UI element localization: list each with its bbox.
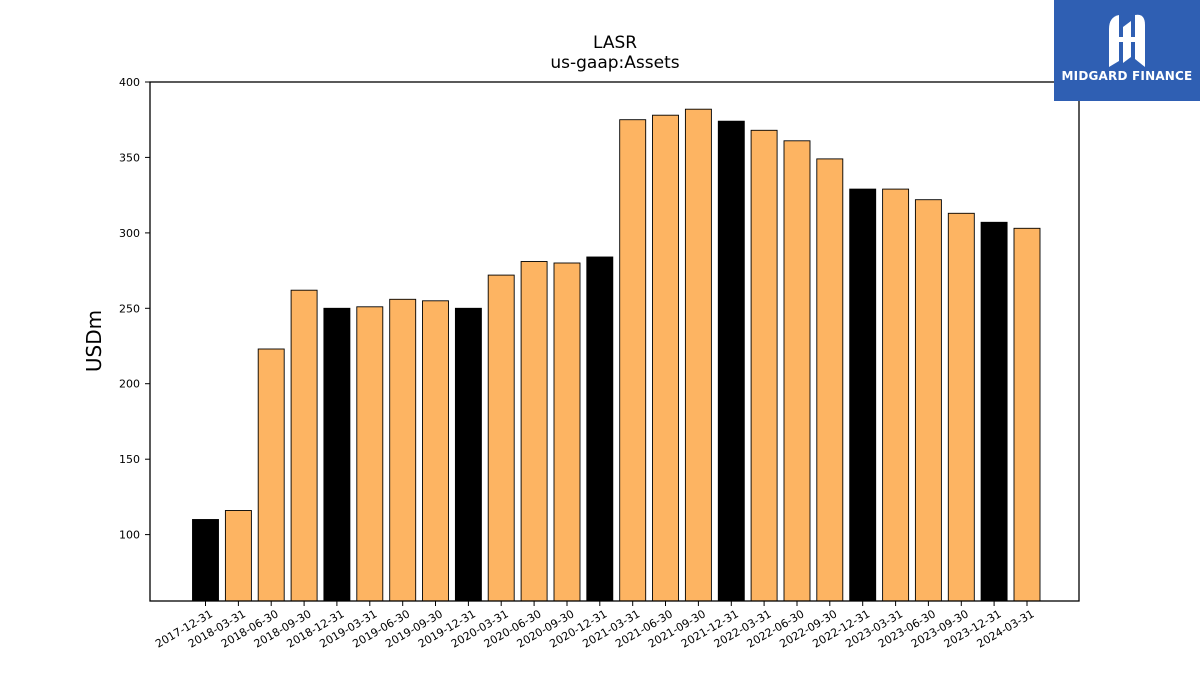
y-tick-label: 400 (119, 76, 140, 89)
bar-2021-12-31 (717, 120, 745, 602)
bar-2020-06-30 (520, 261, 548, 602)
y-tick-label: 100 (119, 529, 140, 542)
y-tick-label: 200 (119, 378, 140, 391)
bar-2021-06-30 (652, 114, 679, 602)
y-axis-ticks: 100 150 200 250 300 350 400 (119, 76, 150, 542)
bar-2021-03-31 (619, 119, 647, 602)
bar-2019-12-31 (454, 307, 482, 602)
bar-2022-12-31 (849, 188, 877, 602)
y-tick-label: 150 (119, 453, 140, 466)
bar-2024-03-31 (1013, 227, 1041, 602)
y-tick-label: 300 (119, 227, 140, 240)
brand-logo: MIDGARD FINANCE (1054, 0, 1200, 101)
bar-2018-06-30 (257, 348, 285, 602)
bars-group (192, 108, 1041, 602)
bar-2017-12-31 (192, 519, 219, 602)
bar-2020-12-31 (586, 256, 614, 602)
midgard-logo-icon (1109, 14, 1145, 67)
bar-2018-12-31 (323, 307, 351, 602)
bar-2023-09-30 (947, 212, 975, 602)
x-axis-ticks: 2017-12-312018-03-312018-06-302018-09-30… (153, 601, 1037, 651)
bar-2019-03-31 (356, 306, 384, 602)
bar-2019-06-30 (389, 298, 417, 602)
chart-title: LASR (593, 33, 637, 53)
bar-2022-03-31 (750, 129, 778, 602)
bar-2021-09-30 (684, 108, 712, 602)
y-tick-label: 250 (119, 302, 140, 315)
bar-2020-09-30 (553, 262, 581, 602)
bar-2023-03-31 (882, 188, 910, 602)
bar-2023-12-31 (980, 221, 1008, 602)
chart-subtitle: us-gaap:Assets (550, 53, 679, 73)
plot-frame (149, 81, 1080, 602)
y-axis-label: USDm (82, 310, 106, 372)
bar-2018-09-30 (290, 289, 318, 602)
y-tick-label: 350 (119, 151, 140, 164)
bar-2020-03-31 (487, 274, 515, 602)
bar-2022-06-30 (783, 140, 811, 602)
logo-text: MIDGARD FINANCE (1061, 69, 1193, 83)
bar-2019-09-30 (422, 300, 449, 602)
bar-2018-03-31 (224, 510, 252, 602)
bar-2023-06-30 (914, 199, 942, 602)
bar-2022-09-30 (816, 158, 844, 602)
